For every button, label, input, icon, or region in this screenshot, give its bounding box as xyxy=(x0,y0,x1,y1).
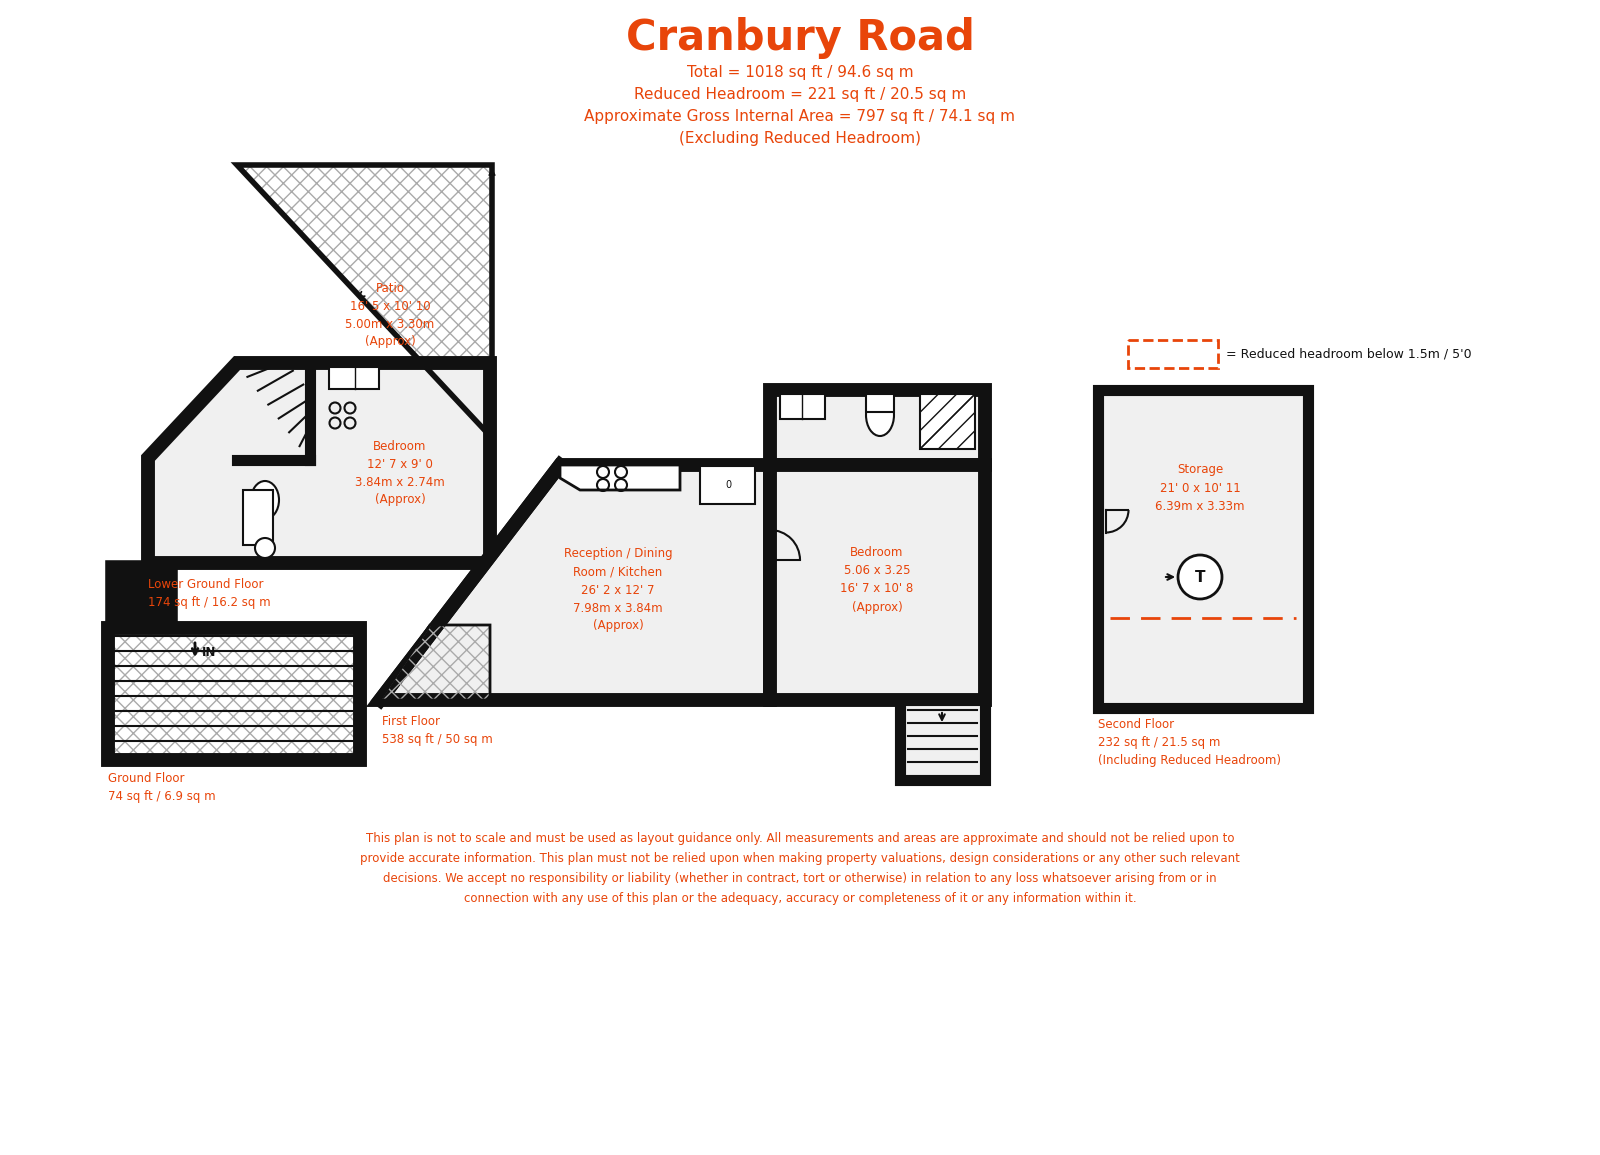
Polygon shape xyxy=(899,700,986,780)
Text: Approximate Gross Internal Area = 797 sq ft / 74.1 sq m: Approximate Gross Internal Area = 797 sq… xyxy=(584,109,1016,124)
Text: 0: 0 xyxy=(725,480,731,490)
Text: Reduced Headroom = 221 sq ft / 20.5 sq m: Reduced Headroom = 221 sq ft / 20.5 sq m xyxy=(634,87,966,102)
Text: Bedroom
5.06 x 3.25
16' 7 x 10' 8
(Approx): Bedroom 5.06 x 3.25 16' 7 x 10' 8 (Appro… xyxy=(840,546,914,613)
Bar xyxy=(781,394,826,419)
Text: Cranbury Road: Cranbury Road xyxy=(626,17,974,59)
Text: (Excluding Reduced Headroom): (Excluding Reduced Headroom) xyxy=(678,131,922,146)
Polygon shape xyxy=(109,628,360,760)
Text: Total = 1018 sq ft / 94.6 sq m: Total = 1018 sq ft / 94.6 sq m xyxy=(686,65,914,80)
Bar xyxy=(866,394,894,412)
Polygon shape xyxy=(381,465,770,700)
Text: Bedroom
12' 7 x 9' 0
3.84m x 2.74m
(Approx): Bedroom 12' 7 x 9' 0 3.84m x 2.74m (Appr… xyxy=(355,440,445,507)
Bar xyxy=(243,490,274,545)
Text: Storage
21' 0 x 10' 11
6.39m x 3.33m: Storage 21' 0 x 10' 11 6.39m x 3.33m xyxy=(1155,463,1245,513)
Polygon shape xyxy=(109,562,174,628)
Text: IN: IN xyxy=(202,646,216,658)
Circle shape xyxy=(1178,556,1222,599)
Ellipse shape xyxy=(866,394,894,435)
Bar xyxy=(920,394,974,449)
Text: Ground Floor
74 sq ft / 6.9 sq m: Ground Floor 74 sq ft / 6.9 sq m xyxy=(109,772,216,803)
Text: Lower Ground Floor
174 sq ft / 16.2 sq m: Lower Ground Floor 174 sq ft / 16.2 sq m xyxy=(147,578,270,609)
Polygon shape xyxy=(560,465,680,490)
Text: = Reduced headroom below 1.5m / 5'0: = Reduced headroom below 1.5m / 5'0 xyxy=(1226,348,1472,360)
Polygon shape xyxy=(770,390,986,465)
Text: Patio
16' 5 x 10' 10
5.00m x 3.30m
(Approx): Patio 16' 5 x 10' 10 5.00m x 3.30m (Appr… xyxy=(346,282,435,349)
Polygon shape xyxy=(147,363,490,562)
Bar xyxy=(330,367,379,389)
Polygon shape xyxy=(237,165,493,438)
Polygon shape xyxy=(770,465,986,700)
Bar xyxy=(701,465,755,504)
Text: T: T xyxy=(1195,569,1205,584)
Circle shape xyxy=(254,538,275,558)
Bar xyxy=(1098,390,1309,708)
Text: Reception / Dining
Room / Kitchen
26' 2 x 12' 7
7.98m x 3.84m
(Approx): Reception / Dining Room / Kitchen 26' 2 … xyxy=(563,547,672,633)
Bar xyxy=(1128,340,1218,368)
Ellipse shape xyxy=(251,480,278,519)
Text: First Floor
538 sq ft / 50 sq m: First Floor 538 sq ft / 50 sq m xyxy=(382,715,493,746)
Text: This plan is not to scale and must be used as layout guidance only. All measurem: This plan is not to scale and must be us… xyxy=(360,832,1240,906)
Text: Second Floor
232 sq ft / 21.5 sq m
(Including Reduced Headroom): Second Floor 232 sq ft / 21.5 sq m (Incl… xyxy=(1098,718,1282,767)
